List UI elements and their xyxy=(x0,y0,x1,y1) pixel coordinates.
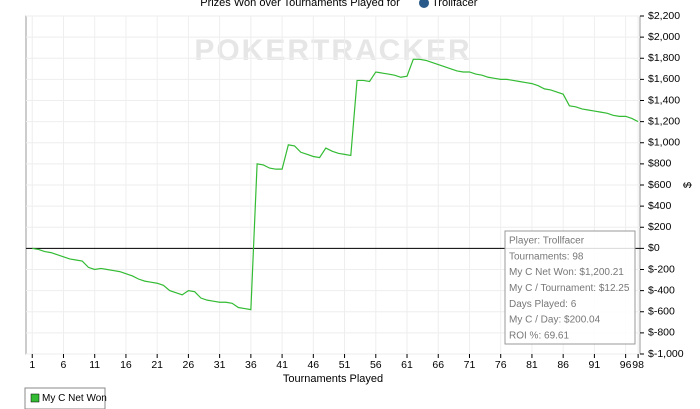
x-tick-label: 98 xyxy=(632,359,644,371)
stats-line: Tournaments: 98 xyxy=(509,251,584,262)
chart-title: Prizes Won over Tournaments Played for xyxy=(200,0,400,9)
legend: My C Net Won xyxy=(24,387,107,409)
y-tick-label: $-400 xyxy=(648,284,675,296)
x-tick-label: 66 xyxy=(432,359,444,371)
legend-label: My C Net Won xyxy=(42,393,107,404)
y-tick-label: $200 xyxy=(648,221,672,233)
stats-line: Player: Trollfacer xyxy=(509,236,585,247)
stats-line: Days Played: 6 xyxy=(509,299,577,310)
stats-box: Player: Trollfacer Tournaments: 98 My C Ne… xyxy=(504,230,636,345)
x-tick-label: 96 xyxy=(620,359,632,371)
x-axis-label: Tournaments Played xyxy=(283,373,383,385)
y-tick-label: $1,600 xyxy=(648,73,680,85)
x-tick-label: 86 xyxy=(557,359,569,371)
legend-box xyxy=(24,387,106,409)
stats-line: My C / Day: $200.04 xyxy=(509,315,601,326)
stats-line: My C / Tournament: $12.25 xyxy=(509,283,630,294)
y-tick-label: $1,400 xyxy=(648,94,680,106)
x-tick-label: 21 xyxy=(151,359,163,371)
stats-frame xyxy=(504,230,636,345)
x-tick-label: 91 xyxy=(589,359,601,371)
stats-line: ROI %: 69.61 xyxy=(509,330,569,341)
x-tick-label: 56 xyxy=(370,359,382,371)
x-tick-label: 76 xyxy=(495,359,507,371)
x-tick-label: 81 xyxy=(526,359,538,371)
x-tick-label: 46 xyxy=(307,359,319,371)
stats-line: My C Net Won: $1,200.21 xyxy=(509,267,624,278)
x-tick-label: 36 xyxy=(245,359,257,371)
y-tick-label: $-200 xyxy=(648,263,675,275)
player-name: Trollfacer xyxy=(432,0,478,9)
x-tick-label: 1 xyxy=(29,359,35,371)
x-tick-label: 61 xyxy=(401,359,413,371)
y-tick-label: $2,000 xyxy=(648,31,680,43)
y-tick-label: $400 xyxy=(648,200,672,212)
series-line xyxy=(32,58,639,311)
y-tick-label: $1,200 xyxy=(648,115,680,127)
x-tick-label: 26 xyxy=(183,359,195,371)
watermark: POKERTRACKER xyxy=(194,34,471,67)
y-tick-label: $2,200 xyxy=(648,10,680,22)
y-tick-label: $-1,000 xyxy=(648,348,684,360)
x-tick-label: 51 xyxy=(339,359,351,371)
y-axis-label: $ xyxy=(682,182,694,188)
y-tick-label: $1,000 xyxy=(648,137,680,149)
y-tick-label: $-800 xyxy=(648,327,675,339)
y-tick-label: $600 xyxy=(648,179,672,191)
x-tick-label: 31 xyxy=(214,359,226,371)
x-tick-label: 11 xyxy=(89,359,100,371)
y-tick-label: $800 xyxy=(648,158,672,170)
y-tick-label: $1,800 xyxy=(648,52,680,64)
legend-swatch xyxy=(30,393,40,403)
x-tick-label: 71 xyxy=(464,359,476,371)
x-tick-label: 16 xyxy=(120,359,132,371)
x-tick-label: 6 xyxy=(61,359,67,371)
y-tick-label: $-600 xyxy=(648,306,675,318)
x-tick-label: 41 xyxy=(276,359,288,371)
player-icon xyxy=(419,0,429,8)
y-tick-label: $0 xyxy=(648,242,660,254)
